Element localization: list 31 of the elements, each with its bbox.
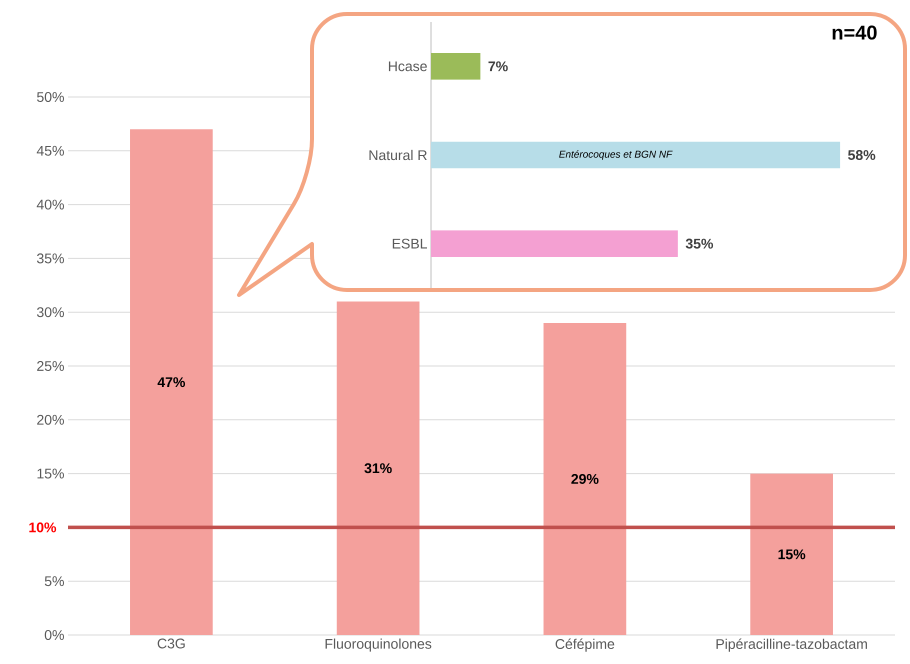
y-tick-label: Hcase [388, 61, 427, 72]
bar [336, 301, 420, 635]
ref-line-label: 10% [29, 522, 56, 532]
x-tick-label: Pipéracilline-tazobactam [716, 638, 867, 652]
annotation: Entérocoques et BGN NF [559, 150, 673, 160]
bar [544, 322, 626, 635]
bar [750, 474, 833, 635]
y-tick-label: ESBL [392, 238, 428, 249]
data-label: 58% [848, 150, 876, 160]
data-label: 31% [364, 463, 392, 474]
y-tick-label: 30% [36, 307, 64, 318]
x-tick-label: Céfépime [556, 638, 614, 652]
y-tick-label: 20% [37, 414, 64, 425]
data-label: 47% [158, 377, 186, 388]
y-tick-label: 15% [38, 468, 64, 479]
y-tick-label: 0% [44, 630, 64, 640]
y-tick-label: 50% [37, 92, 64, 102]
y-tick-label: 5% [44, 576, 64, 586]
data-label: 15% [778, 549, 806, 560]
bar [130, 129, 213, 635]
annotation: n=40 [832, 26, 877, 40]
data-label: 29% [571, 474, 599, 484]
x-tick-label: Fluoroquinolones [326, 638, 432, 652]
x-tick-label: C3G [158, 638, 185, 648]
data-label: 7% [488, 61, 508, 72]
y-tick-label: Natural R [369, 150, 427, 160]
y-tick-label: 25% [37, 361, 64, 371]
y-tick-label: 45% [36, 146, 64, 156]
data-label: 35% [686, 238, 714, 249]
y-tick-label: 35% [36, 253, 64, 264]
y-tick-label: 40% [36, 200, 64, 210]
